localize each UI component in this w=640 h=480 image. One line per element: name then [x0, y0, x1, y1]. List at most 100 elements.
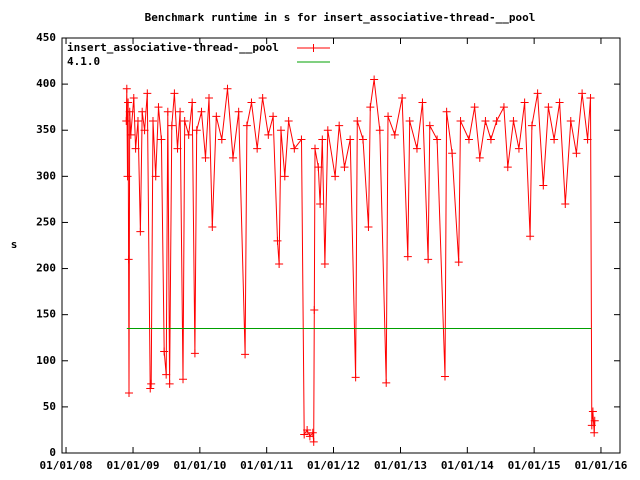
chart-title: Benchmark runtime in s for insert_associ… [145, 11, 536, 24]
data-point [131, 144, 140, 153]
data-point [273, 236, 282, 245]
data-point [533, 89, 542, 98]
data-point [353, 117, 362, 125]
x-tick-label: 01/01/16 [574, 459, 627, 472]
y-tick-label: 250 [36, 215, 56, 228]
data-point [526, 232, 535, 241]
data-point [122, 117, 131, 125]
data-point [167, 121, 176, 130]
plot-frame [61, 37, 621, 454]
data-point [188, 98, 197, 107]
data-point [309, 437, 318, 446]
y-tick-label: 450 [36, 31, 56, 44]
data-point [234, 107, 243, 116]
data-point [464, 135, 473, 144]
data-point [364, 223, 373, 232]
data-point [129, 93, 138, 102]
data-point [366, 103, 375, 112]
data-point [179, 375, 188, 384]
data-point [314, 163, 323, 172]
data-point [297, 135, 306, 144]
legend-marker [309, 44, 318, 52]
y-tick-label: 100 [36, 354, 56, 367]
data-point [223, 84, 232, 93]
data-point [157, 135, 166, 144]
y-axis-label: s [11, 238, 18, 251]
data-point [133, 117, 142, 125]
legend-label: 4.1.0 [67, 55, 100, 68]
data-point [201, 153, 210, 162]
data-point [242, 121, 251, 130]
data-point [217, 135, 226, 144]
data-point [454, 258, 463, 267]
data-point [122, 84, 131, 93]
data-point [440, 372, 449, 381]
data-point [418, 98, 427, 107]
x-tick-label: 01/01/10 [173, 459, 226, 472]
data-point [370, 75, 379, 84]
data-point [486, 135, 495, 144]
data-point [311, 144, 320, 153]
data-point [527, 121, 536, 130]
data-point [124, 255, 133, 264]
data-point [264, 130, 273, 139]
data-point [136, 227, 145, 236]
data-point [346, 135, 355, 144]
data-point [241, 350, 250, 359]
data-point [143, 89, 152, 98]
data-point [586, 93, 595, 102]
data-point [284, 117, 293, 125]
x-tick-label: 01/01/09 [107, 459, 160, 472]
y-tick-label: 200 [36, 262, 56, 275]
data-point [323, 126, 332, 135]
data-point [587, 421, 596, 430]
y-tick-label: 50 [43, 400, 56, 413]
x-tick-label: 01/01/14 [441, 459, 494, 472]
data-point [148, 117, 157, 125]
data-point [310, 306, 319, 315]
data-point [176, 107, 185, 116]
data-point [340, 163, 349, 172]
data-point [124, 98, 133, 107]
data-point [425, 121, 434, 130]
data-point [170, 89, 179, 98]
data-point [583, 135, 592, 144]
data-point [566, 117, 575, 125]
data-point [184, 130, 193, 139]
y-tick-label: 400 [36, 77, 56, 90]
data-point [403, 252, 412, 261]
data-point [555, 98, 564, 107]
data-point [572, 149, 581, 158]
data-point [160, 347, 169, 356]
data-point [208, 223, 217, 232]
data-point [300, 430, 309, 439]
legend-label: insert_associative-thread-__pool [67, 41, 279, 54]
data-point [276, 126, 285, 135]
data-point [424, 255, 433, 264]
data-point [390, 130, 399, 139]
y-tick-label: 350 [36, 123, 56, 136]
x-tick-label: 01/01/12 [307, 459, 360, 472]
data-point [590, 416, 599, 425]
data-point [247, 98, 256, 107]
data-point [123, 172, 132, 181]
x-tick-label: 01/01/11 [240, 459, 293, 472]
data-point [303, 425, 312, 434]
data-point [539, 181, 548, 190]
data-point [275, 259, 284, 268]
data-point [192, 126, 201, 135]
data-point [492, 117, 501, 125]
data-point [125, 389, 134, 398]
data-point [228, 153, 237, 162]
data-point [382, 378, 391, 387]
y-tick-label: 150 [36, 308, 56, 321]
data-point [544, 103, 553, 112]
data-point [351, 373, 360, 382]
data-point [147, 379, 156, 388]
data-point [162, 370, 171, 379]
data-point [320, 259, 329, 268]
data-point [173, 144, 182, 153]
data-point [151, 172, 160, 181]
data-point [269, 112, 278, 121]
